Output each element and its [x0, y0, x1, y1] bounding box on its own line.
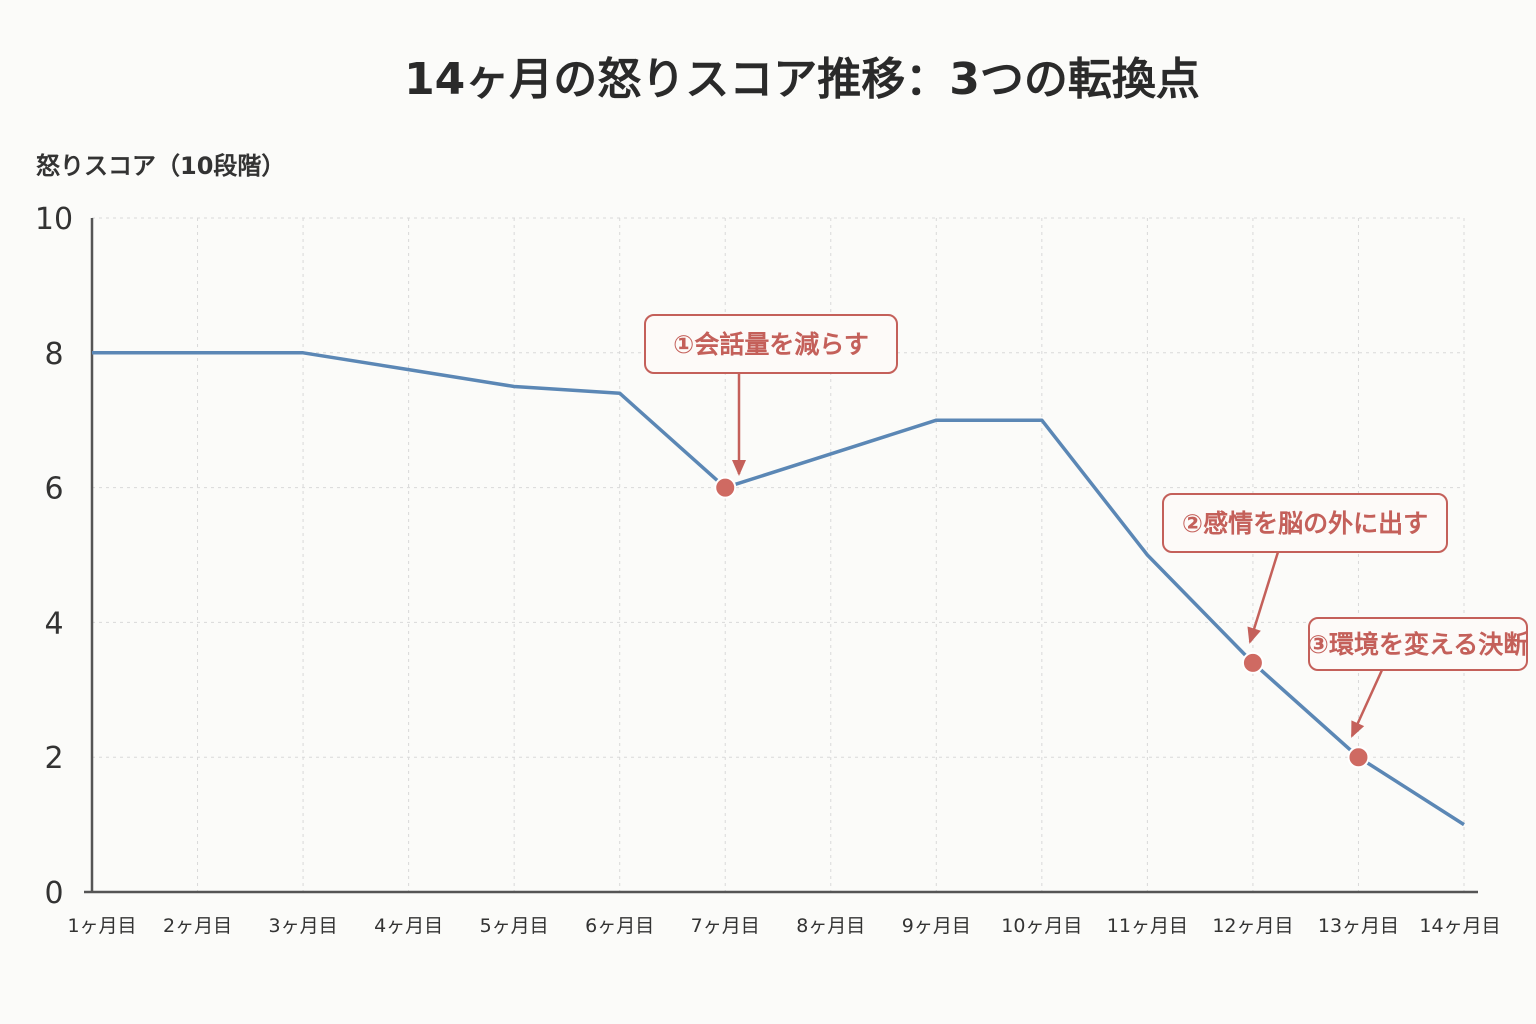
x-tick-label: 14ヶ月目 — [1419, 915, 1500, 937]
x-tick-label: 10ヶ月目 — [1001, 915, 1082, 937]
annotation-arrowhead — [732, 460, 746, 476]
annotation-label: ②感情を脳の外に出す — [1182, 509, 1428, 538]
x-tick-label: 6ヶ月目 — [585, 915, 654, 937]
y-tick-label: 2 — [44, 741, 63, 776]
annotation-1: ①会話量を減らす — [644, 314, 898, 499]
x-tick-label: 5ヶ月目 — [480, 915, 549, 937]
turning-point-marker — [1347, 746, 1370, 769]
x-tick-label: 1ヶ月目 — [67, 915, 136, 937]
annotation-box — [1162, 493, 1448, 553]
y-tick-label: 0 — [44, 876, 63, 911]
x-tick-labels: 1ヶ月目 2ヶ月目 3ヶ月目 4ヶ月目 5ヶ月目 6ヶ月目 7ヶ月目 8ヶ月目 9ヶ月目 10ヶ月… — [67, 915, 1500, 937]
turning-point-marker — [714, 476, 737, 499]
annotation-arrowhead — [1351, 720, 1365, 738]
y-axis-label: 怒りスコア（10段階） — [36, 152, 285, 180]
y-tick-label: 10 — [35, 202, 73, 237]
x-tick-label: 13ヶ月目 — [1318, 915, 1399, 937]
axes — [84, 218, 1478, 894]
y-tick-label: 6 — [44, 472, 63, 507]
x-tick-label: 9ヶ月目 — [902, 915, 971, 937]
series — [92, 351, 1465, 827]
y-tick-label: 4 — [44, 606, 63, 641]
annotation-arrowhead — [1247, 626, 1261, 644]
turning-point-marker — [1241, 651, 1264, 674]
y-tick-labels: 0 2 4 6 8 10 — [35, 202, 73, 911]
annotations: ①会話量を減らす ②感情を脳の外に出す ③環境を変える決断 — [644, 314, 1528, 769]
x-tick-label: 2ヶ月目 — [163, 915, 232, 937]
x-tick-label: 3ヶ月目 — [269, 915, 338, 937]
x-tick-label: 12ヶ月目 — [1212, 915, 1293, 937]
annotation-label: ①会話量を減らす — [673, 330, 869, 359]
annotation-arrow — [1248, 551, 1280, 643]
x-tick-label: 11ヶ月目 — [1107, 915, 1188, 937]
x-tick-label: 4ヶ月目 — [374, 915, 443, 937]
y-tick-label: 8 — [44, 337, 63, 372]
annotation-box — [644, 314, 898, 374]
annotation-2: ②感情を脳の外に出す — [1162, 493, 1448, 674]
annotation-label: ③環境を変える決断 — [1308, 630, 1528, 659]
x-tick-label: 7ヶ月目 — [691, 915, 760, 937]
chart-title: 14ヶ月の怒りスコア推移：3つの転換点 — [404, 54, 1200, 105]
annotation-3: ③環境を変える決断 — [1308, 617, 1528, 769]
annotation-box — [1308, 617, 1528, 671]
series-line — [92, 351, 1465, 827]
x-tick-label: 8ヶ月目 — [796, 915, 865, 937]
